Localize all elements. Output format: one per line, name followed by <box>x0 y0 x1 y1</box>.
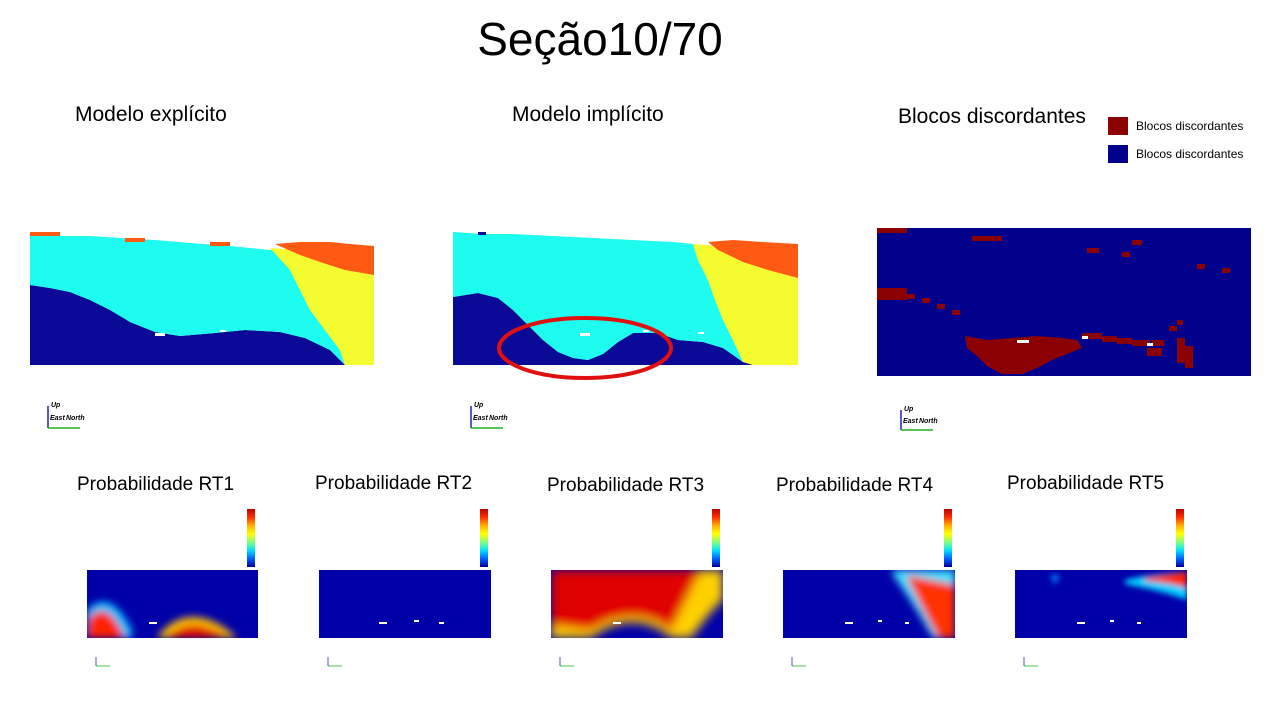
legend-item-discordant-blue: Blocos discordantes <box>1108 145 1243 163</box>
legend-item-label: Blocos discordantes <box>1136 147 1244 161</box>
probability-rt2-label: Probabilidade RT2 <box>315 473 473 494</box>
legend-swatch-blue <box>1108 145 1128 163</box>
explicit-model-section <box>30 232 374 365</box>
highlight-ellipse <box>497 316 673 380</box>
colorbar-rt2 <box>480 509 488 567</box>
legend-swatch-red <box>1108 117 1128 135</box>
axis-label-north: North <box>919 418 938 425</box>
probability-rt3-label: Probabilidade RT3 <box>547 475 705 496</box>
probability-rt5-section <box>1015 570 1187 638</box>
discordant-blocks-section <box>877 228 1251 376</box>
colorbar-rt4 <box>944 509 952 567</box>
axis-label-up: Up <box>51 402 61 409</box>
probability-rt5-label: Probabilidade RT5 <box>1007 473 1165 494</box>
probability-rt2-section <box>319 570 491 638</box>
probability-rt1-label: Probabilidade RT1 <box>77 474 235 495</box>
axis-label-north: North <box>489 415 508 422</box>
probability-rt1-section <box>87 570 258 638</box>
explicit-model-label: Modelo explícito <box>75 103 227 126</box>
axes-triad-discordant: Up East North <box>897 406 957 440</box>
colorbar-rt5 <box>1176 509 1184 567</box>
axes-triad-rt4 <box>790 655 814 669</box>
axes-triad-rt2 <box>326 655 350 669</box>
axis-label-east: East <box>50 415 65 422</box>
probability-rt4-section <box>783 570 955 638</box>
discordant-blocks-label: Blocos discordantes <box>898 105 1086 128</box>
colorbar-rt3 <box>712 509 720 567</box>
axis-label-east: East <box>473 415 488 422</box>
legend-item-discordant-red: Blocos discordantes <box>1108 117 1243 135</box>
axes-triad-rt3 <box>558 655 582 669</box>
axis-label-up: Up <box>904 406 914 413</box>
axis-label-north: North <box>66 415 85 422</box>
axes-triad-explicit: Up East North <box>44 402 104 436</box>
page-title: Seção10/70 <box>477 13 723 65</box>
implicit-model-label: Modelo implícito <box>512 103 664 126</box>
probability-rt4-label: Probabilidade RT4 <box>776 475 934 496</box>
legend: Blocos discordantes Blocos discordantes <box>1108 117 1243 163</box>
probability-rt3-section <box>551 570 723 638</box>
axis-label-east: East <box>903 418 918 425</box>
axes-triad-implicit: Up East North <box>467 402 527 436</box>
legend-item-label: Blocos discordantes <box>1136 119 1244 133</box>
implicit-model-section <box>453 232 798 365</box>
axes-triad-rt1 <box>94 655 118 669</box>
colorbar-rt1 <box>247 509 255 567</box>
axes-triad-rt5 <box>1022 655 1046 669</box>
axis-label-up: Up <box>474 402 484 409</box>
